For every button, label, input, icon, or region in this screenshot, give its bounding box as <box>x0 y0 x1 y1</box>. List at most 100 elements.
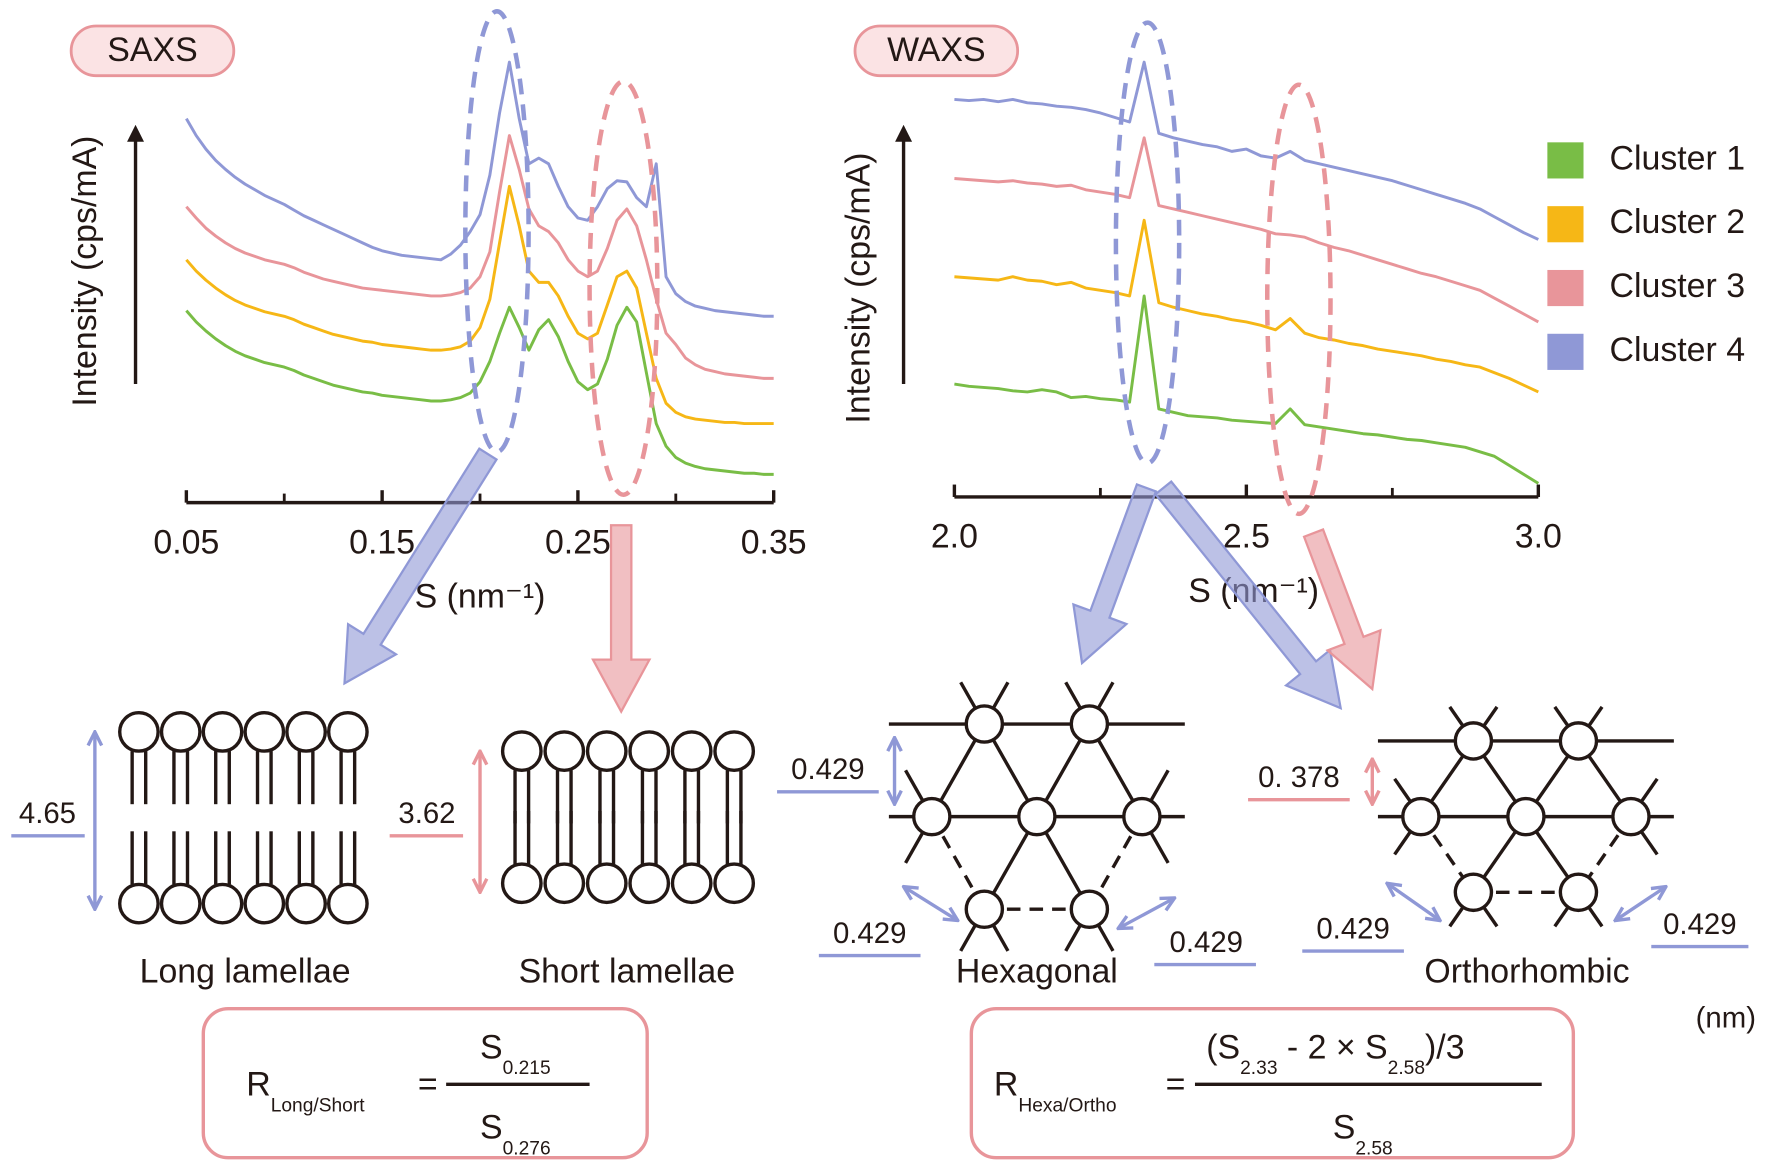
legend-label: Cluster 4 <box>1609 331 1745 369</box>
x-tick-label: 2.5 <box>1223 518 1270 556</box>
x-tick-label: 0.15 <box>349 523 415 561</box>
lipid-head <box>672 864 710 902</box>
formula-symbol: R <box>994 1066 1018 1104</box>
x-tick-label: 3.0 <box>1515 518 1562 556</box>
lipid-head <box>503 864 541 902</box>
x-tick-label: 0.05 <box>153 523 219 561</box>
lattice-node <box>1403 799 1439 835</box>
lipid-head <box>203 884 241 922</box>
lipid-head <box>120 884 158 922</box>
formula-subscript: 2.33 <box>1240 1058 1277 1079</box>
x-tick-label: 2.0 <box>931 518 978 556</box>
lipid-head <box>203 713 241 751</box>
spectrum-line <box>954 220 1538 392</box>
legend-label: Cluster 1 <box>1609 139 1745 177</box>
lipid-head <box>287 884 325 922</box>
lattice-node <box>1560 874 1596 910</box>
legend-label: Cluster 3 <box>1609 267 1745 305</box>
structure-name: Orthorhombic <box>1424 953 1629 991</box>
lipid-head <box>503 732 541 770</box>
spacing-label: 0.429 <box>791 753 864 786</box>
lattice-node <box>1455 723 1491 759</box>
spacing-label: 3.62 <box>398 797 455 830</box>
structure-name: Short lamellae <box>519 953 736 991</box>
spacing-label: 0.429 <box>1663 908 1736 941</box>
formula-text: (S <box>1206 1028 1240 1066</box>
lipid-head <box>245 713 283 751</box>
lattice-node <box>1019 799 1055 835</box>
spacing-label: 4.65 <box>19 797 76 830</box>
lattice-node <box>966 706 1002 742</box>
lattice-node <box>1455 874 1491 910</box>
spectrum-line <box>954 138 1538 322</box>
dimension-arrow <box>1118 898 1174 928</box>
panel-label: SAXS <box>107 31 197 69</box>
flow-arrow <box>1073 484 1155 663</box>
lipid-head <box>630 864 668 902</box>
formula-equals: = <box>418 1066 438 1104</box>
lipid-head <box>630 732 668 770</box>
peak-highlight <box>1267 85 1330 514</box>
lipid-head <box>545 732 583 770</box>
lipid-head <box>162 713 200 751</box>
spacing-label: 0.429 <box>833 917 906 950</box>
lipid-head <box>329 884 367 922</box>
spectrum-line <box>954 62 1538 239</box>
dimension-arrow <box>1387 883 1440 920</box>
lipid-head <box>672 732 710 770</box>
spacing-label: 0.429 <box>1316 912 1389 945</box>
legend-swatch <box>1547 206 1583 242</box>
flow-arrow <box>344 449 496 684</box>
lattice-node <box>1560 723 1596 759</box>
formula-subscript: Hexa/Ortho <box>1018 1095 1116 1116</box>
spacing-label: 0.429 <box>1170 926 1243 959</box>
formula-symbol: R <box>246 1066 270 1104</box>
spectrum-line <box>954 296 1538 483</box>
formula-text: S <box>480 1028 503 1066</box>
spacing-label: 0. 378 <box>1258 761 1340 794</box>
dimension-arrow <box>904 887 958 921</box>
formula-text: S <box>1333 1109 1356 1147</box>
lattice-node <box>1071 891 1107 927</box>
dimension-arrow <box>1615 887 1666 921</box>
formula-subscript: 2.58 <box>1388 1058 1425 1079</box>
lipid-head <box>715 864 753 902</box>
legend-swatch <box>1547 142 1583 178</box>
spectrum-line <box>186 136 773 379</box>
spectrum-line <box>186 186 773 423</box>
formula-text: S <box>480 1109 503 1147</box>
lipid-head <box>715 732 753 770</box>
formula-text: )/3 <box>1425 1028 1465 1066</box>
lipid-head <box>588 864 626 902</box>
lattice-node <box>1508 799 1544 835</box>
page: SAXS Intensity (cps/mA) 0.05 0.15 0.25 0.35 S … <box>0 0 1771 1160</box>
y-axis-label: Intensity (cps/mA) <box>840 152 878 423</box>
lattice-node <box>914 799 950 835</box>
formula-subscript: 0.215 <box>503 1058 551 1079</box>
lipid-head <box>162 884 200 922</box>
lattice-node <box>966 891 1002 927</box>
structure-name: Long lamellae <box>140 953 351 991</box>
y-axis-label: Intensity (cps/mA) <box>66 136 104 407</box>
lipid-head <box>329 713 367 751</box>
legend-swatch <box>1547 334 1583 370</box>
unit-label: (nm) <box>1696 1002 1756 1035</box>
peak-highlight <box>590 81 658 494</box>
formula-subscript: Long/Short <box>271 1095 366 1116</box>
x-tick-label: 0.25 <box>545 523 611 561</box>
lipid-head <box>120 713 158 751</box>
figure: SAXS Intensity (cps/mA) 0.05 0.15 0.25 0.35 S … <box>0 0 1771 1160</box>
structure-name: Hexagonal <box>956 953 1118 991</box>
legend-label: Cluster 2 <box>1609 203 1745 241</box>
legend-swatch <box>1547 270 1583 306</box>
lipid-head <box>545 864 583 902</box>
x-tick-label: 0.35 <box>741 523 807 561</box>
panel-label: WAXS <box>887 31 986 69</box>
formula-subscript: 2.58 <box>1355 1138 1392 1159</box>
lipid-head <box>245 884 283 922</box>
formula-text: - 2 × S <box>1278 1028 1388 1066</box>
x-axis-label: S (nm⁻¹) <box>415 578 546 616</box>
lipid-head <box>588 732 626 770</box>
lattice-node <box>1613 799 1649 835</box>
lattice-node <box>1071 706 1107 742</box>
